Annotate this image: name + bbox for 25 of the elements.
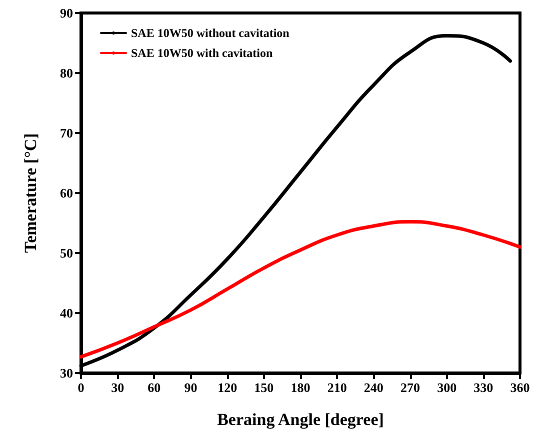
y-tick-label: 30 <box>60 366 73 380</box>
x-tick-label: 330 <box>474 380 494 395</box>
x-tick-label: 210 <box>327 380 347 395</box>
y-tick-label: 90 <box>60 6 73 20</box>
line-series <box>79 220 522 359</box>
y-axis-title: Temerature [°C] <box>21 133 40 253</box>
y-tick-label: 80 <box>60 66 73 80</box>
x-tick-label: 150 <box>254 380 274 395</box>
x-tick-label: 360 <box>510 380 530 395</box>
x-tick-label: 240 <box>364 380 384 395</box>
x-tick-label: 300 <box>437 380 457 395</box>
x-tick-label: 0 <box>78 380 84 395</box>
x-tick-label: 120 <box>218 380 238 395</box>
legend-label: SAE 10W50 without cavitation <box>131 26 290 40</box>
x-tick-label: 180 <box>290 380 310 395</box>
y-tick-label: 70 <box>60 126 73 140</box>
x-axis-title: Beraing Angle [degree] <box>217 410 384 429</box>
y-tick-label: 40 <box>60 306 73 320</box>
x-tick-label: 90 <box>184 380 198 395</box>
legend-label: SAE 10W50 with cavitation <box>131 46 273 60</box>
x-tick-label: 270 <box>400 380 420 395</box>
x-tick-label: 30 <box>111 380 124 395</box>
x-tick-label: 60 <box>148 380 161 395</box>
y-tick-label: 50 <box>60 246 73 260</box>
y-tick-label: 60 <box>60 186 73 200</box>
